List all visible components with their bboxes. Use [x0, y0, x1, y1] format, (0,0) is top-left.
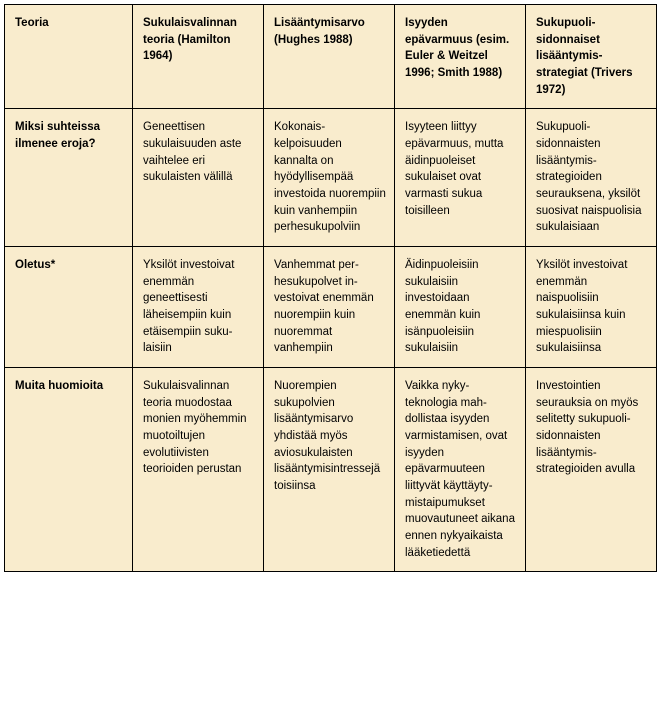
- table-row: Teoria Sukulaisvalinnan teoria (Hamilton…: [5, 5, 657, 109]
- row-label-assumption: Oletus*: [5, 247, 133, 368]
- header-cell-row-label: Teoria: [5, 5, 133, 109]
- header-cell-theory-3: Isyyden epävarmuus (esim. Euler & Weitze…: [395, 5, 526, 109]
- cell: Geneettisen sukulaisuuden aste vaihtelee…: [133, 109, 264, 247]
- header-cell-theory-2: Lisääntymisarvo (Hughes 1988): [264, 5, 395, 109]
- cell: Yksilöt investoi­vat enemmän geneettises…: [133, 247, 264, 368]
- cell: Yksilöt investoivat enemmän naispuolisii…: [526, 247, 657, 368]
- cell: Äidinpuolei­siin sukulaisiin investoidaa…: [395, 247, 526, 368]
- table-row: Miksi suhteissa ilmenee eroja? Geneettis…: [5, 109, 657, 247]
- cell: Vanhemmat per­hesukupolvet in­vestoivat …: [264, 247, 395, 368]
- comparison-table-wrap: Teoria Sukulaisvalinnan teoria (Hamilton…: [4, 4, 657, 572]
- table-row: Oletus* Yksilöt investoi­vat enemmän gen…: [5, 247, 657, 368]
- cell: Sukulaisvalinnan teoria muodos­taa monie…: [133, 368, 264, 572]
- cell: Investointien seurauksia on myös selitet…: [526, 368, 657, 572]
- cell: Sukupuoli­sidonnaisten lisääntymis­strat…: [526, 109, 657, 247]
- row-label-why: Miksi suhteissa ilmenee eroja?: [5, 109, 133, 247]
- row-label-notes: Muita huomioita: [5, 368, 133, 572]
- cell: Isyyteen liittyy epävarmuus, mutta äidin…: [395, 109, 526, 247]
- table-row: Muita huomioita Sukulaisvalinnan teoria …: [5, 368, 657, 572]
- cell: Vaikka nyky­teknologia mah­dollistaa isy…: [395, 368, 526, 572]
- cell: Kokonais­kelpoisuuden kannalta on hyödyl…: [264, 109, 395, 247]
- cell: Nuorempien sukupolvien lisääntymisarvo y…: [264, 368, 395, 572]
- header-cell-theory-1: Sukulaisvalinnan teoria (Hamilton 1964): [133, 5, 264, 109]
- comparison-table: Teoria Sukulaisvalinnan teoria (Hamilton…: [4, 4, 657, 572]
- header-cell-theory-4: Sukupuoli­sidonnaiset lisääntymis­strate…: [526, 5, 657, 109]
